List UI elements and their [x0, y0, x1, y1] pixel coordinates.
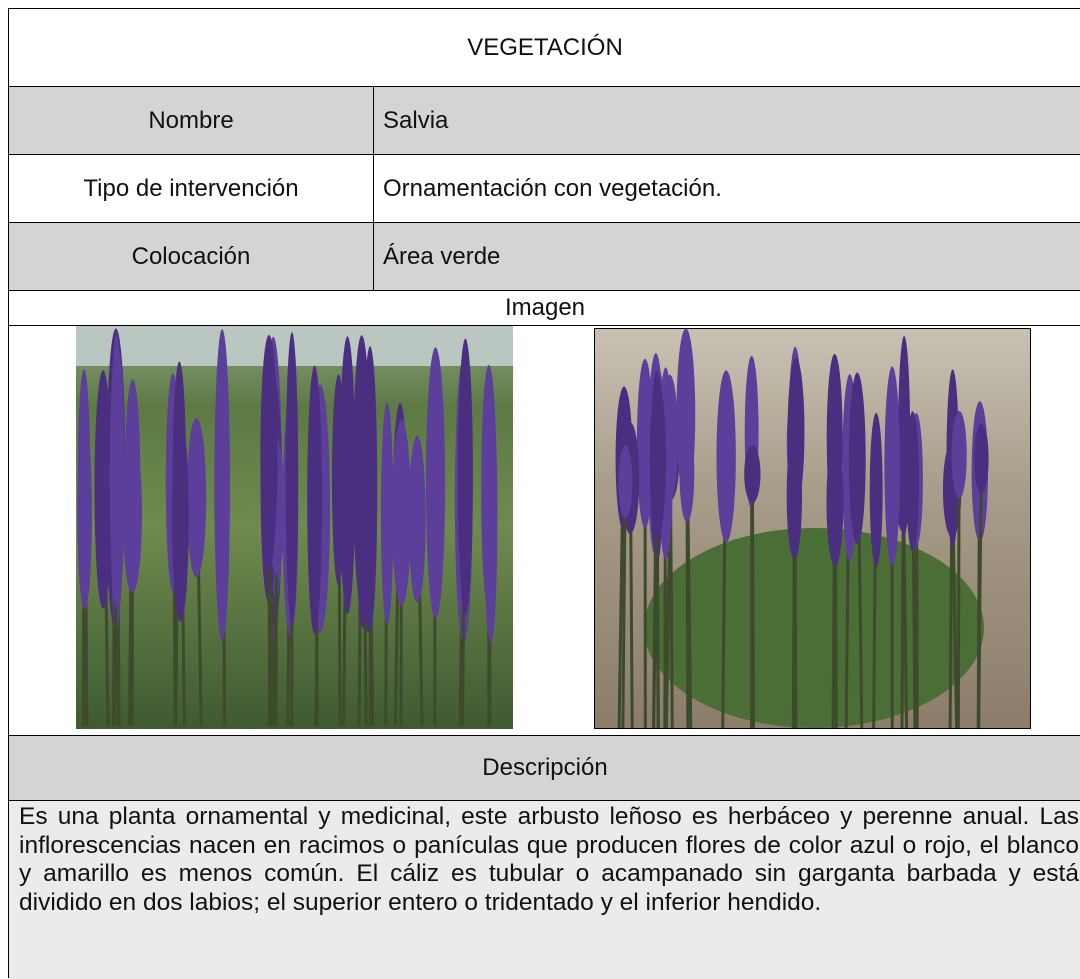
flower-spike	[286, 332, 299, 623]
flower-spike	[826, 438, 843, 567]
flower-spike	[849, 372, 866, 544]
description-header: Descripción	[482, 754, 607, 782]
table-row: Tipo de intervención Ornamentación con v…	[9, 155, 1080, 223]
row-value: Ornamentación con vegetación.	[373, 155, 1080, 222]
flower-spike	[110, 346, 125, 608]
flower-spike	[974, 424, 988, 494]
flower-spike	[409, 436, 426, 603]
flower-spike	[307, 366, 322, 634]
row-label: Nombre	[9, 87, 374, 154]
flower-spike	[214, 329, 230, 641]
flower-spike	[884, 366, 900, 565]
document: VEGETACIÓN Nombre Salvia Tipo de interve…	[8, 8, 1080, 978]
table-row: Nombre Salvia	[9, 87, 1080, 155]
title-row: VEGETACIÓN	[9, 9, 1080, 87]
flower-spike	[381, 403, 394, 625]
flower-spike	[426, 347, 445, 618]
table-row: Colocación Área verde	[9, 223, 1080, 291]
flower-spike	[952, 411, 967, 499]
image-row	[9, 326, 1080, 736]
row-label: Colocación	[9, 223, 374, 290]
flower-spike	[363, 346, 378, 630]
flower-spike	[392, 420, 411, 606]
title: VEGETACIÓN	[467, 34, 623, 62]
image-header-row: Imagen	[9, 291, 1080, 326]
flower-spike	[484, 388, 497, 643]
stem	[752, 465, 753, 728]
flower-spike	[716, 370, 735, 542]
row-value: Salvia	[373, 87, 1080, 154]
flower-spike	[458, 339, 473, 614]
flower-spike	[744, 445, 760, 503]
flower-spike	[77, 417, 92, 610]
row-label: Tipo de intervención	[9, 155, 374, 222]
image-header: Imagen	[505, 294, 585, 322]
flower-spike	[650, 382, 666, 538]
plant-photo	[76, 326, 513, 729]
flower-spike	[123, 434, 142, 593]
plant-photo	[594, 328, 1031, 729]
flower-spike	[260, 335, 277, 568]
flower-spike	[898, 336, 910, 536]
flower-spike	[618, 445, 632, 518]
flower-spike	[94, 370, 111, 608]
flower-spike	[787, 432, 802, 560]
flower-spike	[870, 413, 883, 567]
flower-spike	[680, 424, 695, 523]
flower-spike	[172, 415, 189, 622]
flower-spike	[340, 336, 356, 613]
row-value: Área verde	[373, 223, 1080, 290]
description: Es una planta ornamental y medicinal, es…	[9, 801, 1080, 979]
description-header-row: Descripción	[9, 736, 1080, 801]
flower-spike	[187, 418, 206, 577]
